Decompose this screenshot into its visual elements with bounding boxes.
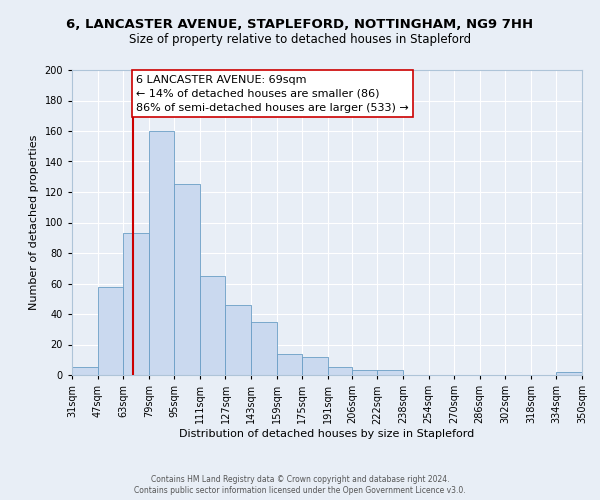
Bar: [302, 356, 328, 375]
Bar: [352, 370, 377, 375]
Bar: [556, 372, 582, 375]
Text: Size of property relative to detached houses in Stapleford: Size of property relative to detached ho…: [129, 32, 471, 46]
Bar: [98, 286, 123, 375]
Text: 6 LANCASTER AVENUE: 69sqm
← 14% of detached houses are smaller (86)
86% of semi-: 6 LANCASTER AVENUE: 69sqm ← 14% of detac…: [136, 74, 409, 112]
Y-axis label: Number of detached properties: Number of detached properties: [29, 135, 39, 310]
Bar: [200, 276, 226, 375]
Bar: [277, 354, 302, 375]
Bar: [251, 322, 277, 375]
Bar: [123, 233, 149, 375]
Bar: [175, 184, 200, 375]
Bar: [72, 368, 98, 375]
Bar: [226, 305, 251, 375]
Text: Contains HM Land Registry data © Crown copyright and database right 2024.: Contains HM Land Registry data © Crown c…: [151, 475, 449, 484]
Text: Contains public sector information licensed under the Open Government Licence v3: Contains public sector information licen…: [134, 486, 466, 495]
X-axis label: Distribution of detached houses by size in Stapleford: Distribution of detached houses by size …: [179, 429, 475, 439]
Text: 6, LANCASTER AVENUE, STAPLEFORD, NOTTINGHAM, NG9 7HH: 6, LANCASTER AVENUE, STAPLEFORD, NOTTING…: [67, 18, 533, 30]
Bar: [328, 368, 352, 375]
Bar: [377, 370, 403, 375]
Bar: [149, 131, 175, 375]
